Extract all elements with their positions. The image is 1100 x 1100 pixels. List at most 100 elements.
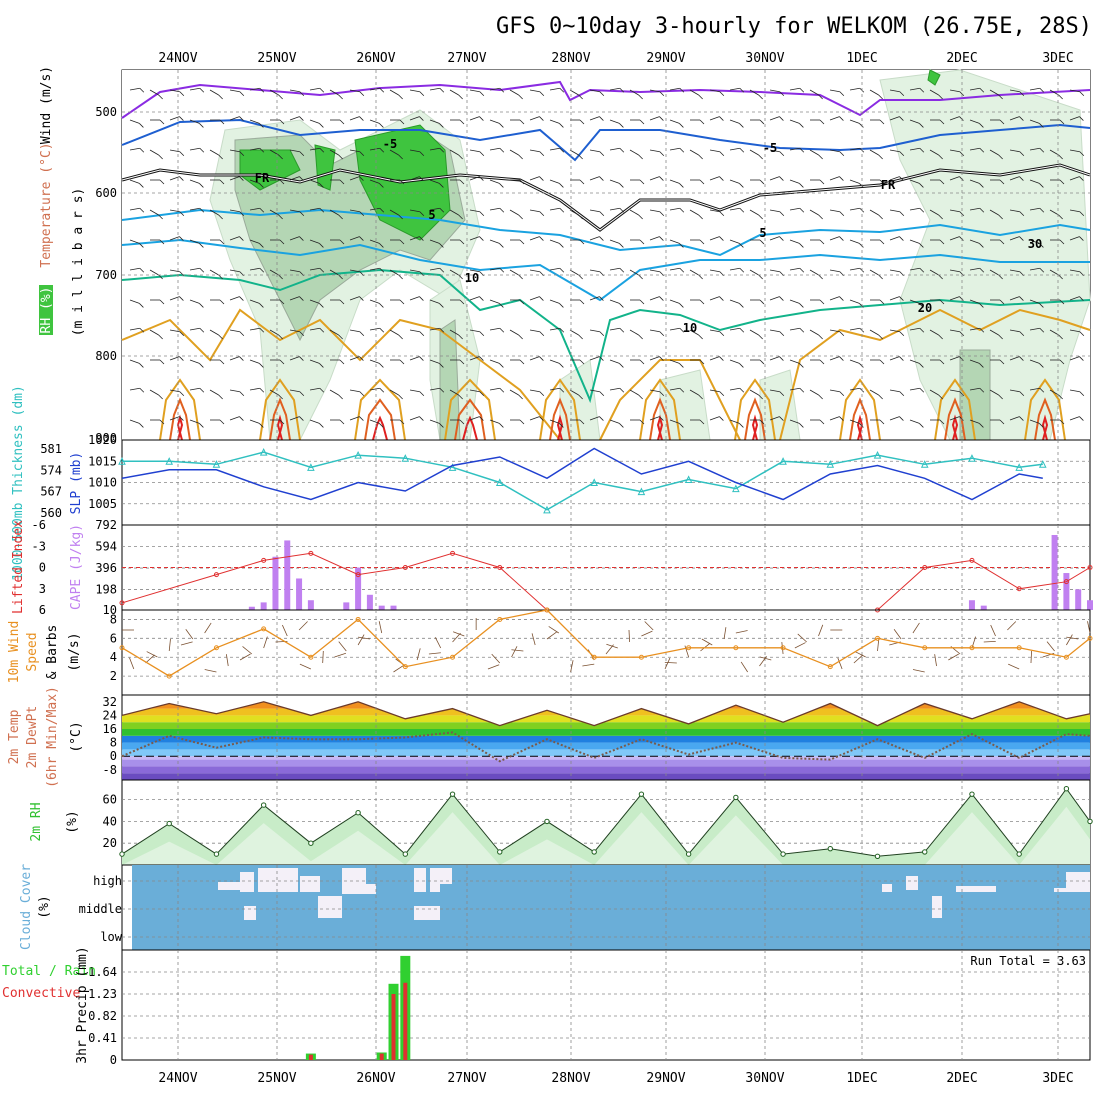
thickness-point <box>307 463 315 471</box>
wind-barb <box>949 329 960 333</box>
wind-barb <box>509 389 519 396</box>
wind-barb <box>458 94 463 100</box>
wind-barb <box>539 331 545 337</box>
wind-barb <box>242 646 253 655</box>
contour-line <box>121 208 1091 257</box>
wind-speed-point <box>1016 645 1022 651</box>
wind-barb <box>899 416 904 421</box>
wind-barb <box>709 329 720 333</box>
wind-barb <box>909 359 920 364</box>
rh2m-point <box>827 845 833 852</box>
wind-barb <box>799 303 804 308</box>
wind-barb <box>1079 391 1085 397</box>
wind-barb <box>879 239 885 245</box>
wind-barb <box>369 207 380 211</box>
rh2m-point <box>638 791 645 797</box>
li-point <box>969 557 975 563</box>
wind-barb <box>169 329 180 333</box>
wind-barb <box>579 419 585 425</box>
wind-barb <box>499 387 505 393</box>
wind-barb <box>929 209 939 216</box>
wind-barb <box>1009 329 1020 333</box>
slp-axis-label: SLP (mb) <box>69 452 84 515</box>
wind-barb <box>278 274 283 280</box>
contour-line <box>454 398 486 441</box>
wind-barb <box>819 299 825 305</box>
wind-barb <box>289 356 300 361</box>
wind-barb <box>698 94 703 100</box>
wind-barb <box>1009 116 1020 121</box>
wind-barb <box>139 87 145 93</box>
wind-barb <box>859 303 864 308</box>
wind-barb <box>339 119 345 125</box>
wind-barb <box>489 147 500 151</box>
wind-barb <box>389 389 399 396</box>
wind-barb <box>139 147 145 153</box>
wind-barb <box>609 299 620 304</box>
wind-barb <box>639 419 645 425</box>
wind-barb <box>979 123 984 128</box>
wind-barb <box>239 236 244 241</box>
wind-barb <box>749 209 759 216</box>
wind-barb <box>168 639 171 652</box>
rh2m-area-low <box>122 806 1090 865</box>
wind-barb <box>619 207 625 213</box>
wind-barb <box>559 423 564 428</box>
wind-barb <box>379 183 384 188</box>
rh2m-tick: 60 <box>103 793 117 807</box>
wind-barb <box>139 387 145 393</box>
wind-barb <box>949 209 960 213</box>
rh-shading <box>314 144 336 191</box>
wind-barb <box>609 267 620 271</box>
li-point <box>450 550 456 556</box>
wind-barb <box>679 303 684 308</box>
wind-barb <box>948 653 959 661</box>
wind-barb <box>649 356 660 361</box>
wind-barb <box>529 209 540 213</box>
wind-barb <box>919 87 925 93</box>
wind-barb <box>779 91 785 97</box>
wind-barb <box>519 179 525 185</box>
wind-barb <box>698 334 703 340</box>
wind-barb <box>969 299 980 304</box>
wind-barb <box>559 207 565 213</box>
contour-line <box>269 397 291 441</box>
wind-barb <box>797 633 807 643</box>
wind-barb <box>399 359 405 365</box>
wind-barb <box>518 214 523 220</box>
wind-barb <box>619 303 624 308</box>
wind-barb <box>619 87 625 93</box>
wind-barb <box>434 637 442 649</box>
wind-barb <box>239 91 245 97</box>
wind-barb <box>179 116 184 121</box>
wind-barb <box>949 116 960 121</box>
wind-barb <box>899 296 904 301</box>
wind-barb <box>549 327 560 331</box>
wind-barb <box>709 176 720 181</box>
wind-barb <box>529 236 540 241</box>
wind-barb <box>689 89 699 96</box>
wind-barb <box>629 329 639 336</box>
wind-barb <box>479 91 485 97</box>
wind-barb <box>893 629 902 640</box>
wind-barb <box>529 296 540 301</box>
wind-barb <box>319 207 325 213</box>
wind-barb <box>599 116 604 121</box>
wind-barb <box>499 267 505 273</box>
wind-barb <box>359 91 365 97</box>
slp-line <box>121 447 1043 501</box>
wind-barb <box>458 274 463 280</box>
thickness-point <box>590 478 599 486</box>
wind-barb <box>149 389 159 396</box>
wind-barb <box>569 269 579 276</box>
wind-barb <box>709 416 720 421</box>
contour-line <box>944 397 966 441</box>
wind-barb <box>139 183 144 188</box>
cape-bar <box>1051 535 1058 610</box>
precip-tick: 0 <box>110 1053 117 1067</box>
wind-barb <box>449 89 459 96</box>
wind-speed-point <box>1063 654 1069 660</box>
wind-barb <box>589 236 600 241</box>
wind-barb <box>629 89 639 96</box>
wind-barb <box>779 391 785 397</box>
